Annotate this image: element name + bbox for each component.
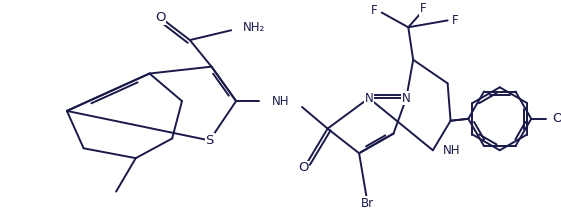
Text: F: F: [452, 14, 458, 27]
Text: S: S: [205, 134, 214, 147]
Text: NH: NH: [272, 95, 289, 108]
Text: F: F: [371, 4, 378, 17]
Text: O: O: [155, 11, 165, 24]
Text: NH₂: NH₂: [243, 21, 265, 34]
Text: Br: Br: [360, 197, 374, 210]
Text: O: O: [552, 112, 561, 125]
Text: N: N: [402, 92, 411, 105]
Text: O: O: [298, 161, 308, 174]
Text: F: F: [420, 2, 426, 15]
Text: N: N: [365, 92, 373, 105]
Text: NH: NH: [443, 144, 460, 157]
